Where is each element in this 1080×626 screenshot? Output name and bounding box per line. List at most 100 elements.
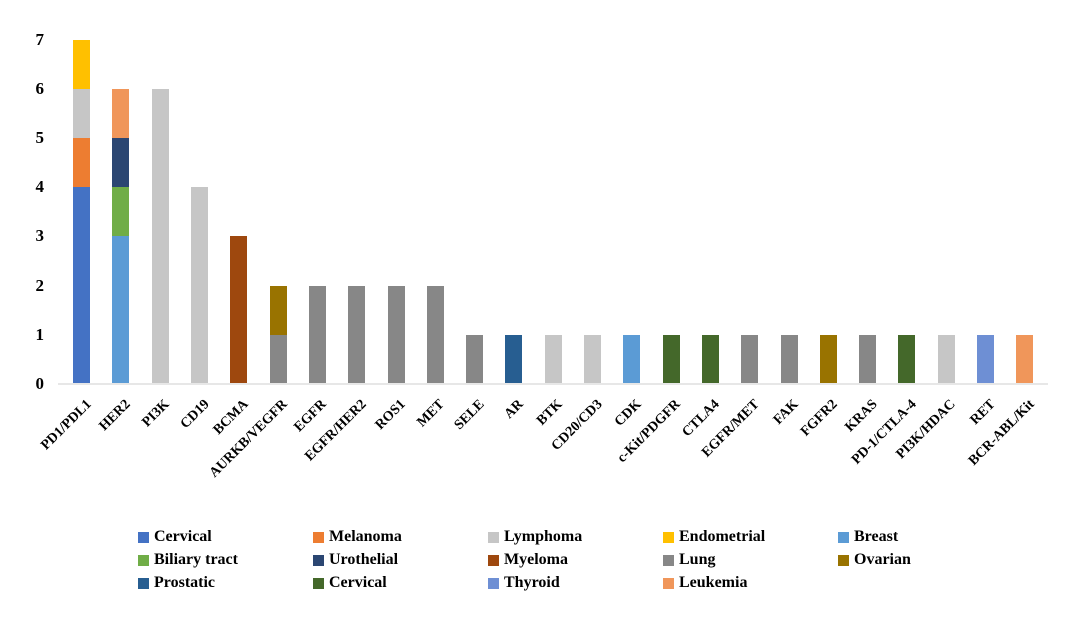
legend-label: Lymphoma [504,528,583,545]
x-axis-label: ROS1 [372,397,409,433]
x-axis-label: SELE [451,397,488,433]
bar-segment-Lymphoma [937,334,955,384]
bar-AR [505,334,523,384]
legend-swatch [138,554,149,566]
bar-segment-Lung [387,285,405,384]
bar-segment-Lymphoma [544,334,562,384]
legend-label: Endometrial [679,528,766,545]
legend-item-melanoma: Melanoma [313,526,488,548]
legend-swatch [838,554,849,566]
bar-segment-Cervical [898,334,916,384]
bar-segment-Lung [348,285,366,384]
legend-label: Cervical [154,528,212,545]
legend-item-urothelial: Urothelial [313,549,488,571]
legend-label: Cervical [329,574,387,591]
bar-segment-Breast [112,236,130,384]
bar-segment-Biliary tract [112,187,130,237]
legend-item-cervical: Cervical [138,526,313,548]
legend-label: Urothelial [329,551,399,568]
bar-segment-Melanoma [73,138,91,188]
legend-label: Biliary tract [154,551,238,568]
bar-segment-Lung [269,334,287,384]
bar-segment-Cervical [701,334,719,384]
bar-segment-Lymphoma [73,88,91,139]
legend-label: Leukemia [679,574,748,591]
y-axis-tick: 0 [35,374,45,393]
bar-segment-Breast [623,334,641,384]
legend-swatch [663,554,674,566]
y-axis-tick: 2 [35,275,45,295]
bar-PI3K [151,88,169,384]
bar-BCMA [230,236,248,384]
legend-swatch [488,531,499,543]
bar-segment-Lung [741,334,759,384]
bar-PD-1/CTLA-4 [898,334,916,384]
bar-ROS1 [387,285,405,384]
bar-FGFR2 [819,334,837,384]
x-axis-label: MET [414,397,448,431]
legend-label: Thyroid [504,574,560,591]
y-axis: 0 1 2 3 4 5 6 7 [0,0,45,430]
legend-item-prostatic: Prostatic [138,572,313,594]
legend-item-leukemia: Leukemia [663,572,838,594]
bar-segment-Thyroid [977,334,995,384]
bar-c-Kit/PDGFR [662,334,680,384]
x-axis-label: PD1/PDL1 [37,397,95,454]
legend-swatch [313,531,324,543]
legend-label: Breast [854,528,899,545]
legend-swatch [313,577,324,589]
x-axis-label: FGFR2 [798,397,841,440]
legend-swatch [138,577,149,589]
legend-label: Lung [679,551,716,568]
plot-area [62,39,1045,384]
x-axis-label: FAK [770,397,802,428]
bar-segment-Myeloma [230,236,248,384]
legend-label: Prostatic [154,574,216,591]
bar-BCR-ABL/Kit [1016,334,1034,384]
x-axis-label: CD19 [177,397,213,432]
legend-swatch [313,554,324,566]
bar-segment-Urothelial [112,138,130,188]
y-axis-tick: 7 [35,29,45,49]
legend-item-thyroid: Thyroid [488,572,663,594]
bar-EGFR/MET [741,334,759,384]
legend-item-breast: Breast [838,526,1013,548]
x-axis-label: RET [967,397,999,428]
legend-swatch [838,531,849,543]
bar-segment-Lung [859,334,877,384]
bar-segment-Lung [466,334,484,384]
bar-segment-Leukemia [1016,334,1034,384]
x-axis-label: BTK [534,397,566,429]
x-axis-line [58,383,1048,385]
bar-BTK [544,334,562,384]
y-axis-tick: 5 [35,128,45,147]
x-axis-label: PI3K [139,397,173,431]
bar-AURKB/VEGFR [269,285,287,384]
bar-segment-Lymphoma [584,334,602,384]
legend-label: Myeloma [504,551,568,568]
legend-item-biliary-tract: Biliary tract [138,549,313,571]
legend-label: Ovarian [854,551,911,568]
legend: Cervical Melanoma Lymphoma Endometrial Breas… [138,526,1013,594]
bar-PD1/PDL1 [73,39,91,384]
bar-segment-Endometrial [73,39,91,89]
bar-CDK [623,334,641,384]
x-axis-label: HER2 [96,397,134,435]
y-axis-tick: 4 [35,177,45,197]
bar-PI3K/HDAC [937,334,955,384]
y-axis-tick: 3 [35,226,45,246]
bar-segment-Lymphoma [191,187,209,384]
bar-segment-Ovarian [269,285,287,335]
bar-EGFR [308,285,326,384]
bar-segment-Lung [426,285,444,384]
bar-KRAS [859,334,877,384]
bar-segment-Ovarian [819,334,837,384]
y-axis-tick: 1 [35,324,45,344]
bar-RET [977,334,995,384]
legend-swatch [138,531,149,543]
legend-item-cervical: Cervical [313,572,488,594]
legend-item-endometrial: Endometrial [663,526,838,548]
legend-label: Melanoma [329,528,402,545]
bar-segment-Lung [780,334,798,384]
